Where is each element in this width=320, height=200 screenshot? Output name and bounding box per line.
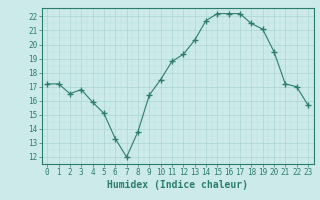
X-axis label: Humidex (Indice chaleur): Humidex (Indice chaleur) bbox=[107, 180, 248, 190]
